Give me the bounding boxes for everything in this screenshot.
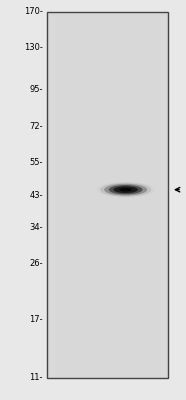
Text: 43-: 43- xyxy=(29,191,43,200)
Ellipse shape xyxy=(109,185,142,194)
Bar xyxy=(47,12,168,378)
Ellipse shape xyxy=(119,188,132,192)
Text: 130-: 130- xyxy=(24,43,43,52)
Text: 26-: 26- xyxy=(29,258,43,268)
Ellipse shape xyxy=(113,186,138,193)
Text: 34-: 34- xyxy=(29,223,43,232)
Text: 72-: 72- xyxy=(29,122,43,131)
Text: 95-: 95- xyxy=(30,85,43,94)
Ellipse shape xyxy=(104,184,147,196)
Text: kDa: kDa xyxy=(26,0,43,2)
Text: 1: 1 xyxy=(70,0,77,2)
Ellipse shape xyxy=(97,182,155,198)
Ellipse shape xyxy=(100,183,151,197)
Text: 55-: 55- xyxy=(30,158,43,167)
Text: 17-: 17- xyxy=(29,315,43,324)
Text: 170-: 170- xyxy=(24,8,43,16)
Text: 2: 2 xyxy=(123,0,129,2)
Text: 11-: 11- xyxy=(30,374,43,382)
